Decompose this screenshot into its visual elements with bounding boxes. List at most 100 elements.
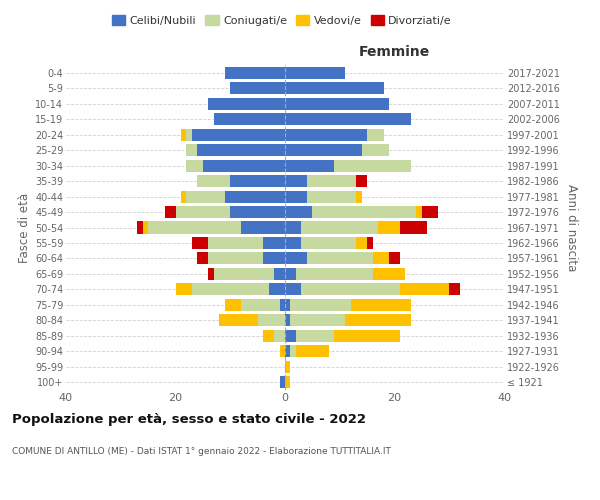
Bar — [356, 190, 362, 202]
Bar — [175, 284, 192, 296]
Bar — [367, 128, 383, 140]
Bar — [285, 222, 301, 234]
Bar — [241, 299, 280, 311]
Bar — [241, 222, 285, 234]
Bar — [334, 330, 400, 342]
Bar — [192, 237, 208, 249]
Bar — [285, 268, 296, 280]
Bar — [351, 299, 411, 311]
Bar — [285, 98, 389, 110]
Bar — [176, 206, 230, 218]
Bar — [257, 314, 285, 326]
Bar — [389, 252, 400, 264]
Bar — [356, 237, 367, 249]
Bar — [203, 160, 285, 172]
Bar — [290, 314, 345, 326]
Bar — [356, 175, 367, 187]
Bar — [225, 66, 285, 79]
Bar — [285, 361, 290, 373]
Bar — [290, 299, 351, 311]
Bar — [197, 175, 230, 187]
Bar — [225, 190, 285, 202]
Bar — [187, 144, 197, 156]
Y-axis label: Fasce di età: Fasce di età — [17, 192, 31, 262]
Bar — [208, 252, 263, 264]
Bar — [208, 98, 285, 110]
Bar — [208, 237, 263, 249]
Bar — [148, 222, 241, 234]
Bar — [192, 284, 269, 296]
Bar — [301, 237, 356, 249]
Bar — [296, 346, 329, 358]
Bar — [187, 160, 203, 172]
Bar — [181, 128, 187, 140]
Bar — [269, 284, 285, 296]
Bar — [285, 66, 345, 79]
Bar — [313, 206, 416, 218]
Bar — [285, 128, 367, 140]
Bar — [362, 144, 389, 156]
Bar — [307, 175, 356, 187]
Bar — [307, 252, 373, 264]
Bar — [285, 330, 296, 342]
Bar — [274, 268, 285, 280]
Bar — [263, 237, 285, 249]
Bar — [181, 190, 187, 202]
Bar — [285, 160, 334, 172]
Bar — [285, 175, 307, 187]
Bar — [208, 268, 214, 280]
Bar — [164, 206, 175, 218]
Bar — [280, 376, 285, 388]
Text: COMUNE DI ANTILLO (ME) - Dati ISTAT 1° gennaio 2022 - Elaborazione TUTTITALIA.IT: COMUNE DI ANTILLO (ME) - Dati ISTAT 1° g… — [12, 448, 391, 456]
Bar — [373, 252, 389, 264]
Bar — [296, 330, 334, 342]
Bar — [192, 128, 285, 140]
Bar — [301, 222, 378, 234]
Bar — [280, 299, 285, 311]
Bar — [449, 284, 460, 296]
Bar — [296, 268, 373, 280]
Bar — [400, 284, 449, 296]
Bar — [378, 222, 400, 234]
Bar — [263, 252, 285, 264]
Bar — [285, 376, 290, 388]
Bar — [230, 206, 285, 218]
Bar — [285, 190, 307, 202]
Bar — [285, 314, 290, 326]
Bar — [187, 128, 192, 140]
Bar — [285, 82, 383, 94]
Bar — [285, 113, 411, 125]
Bar — [187, 190, 225, 202]
Bar — [290, 346, 296, 358]
Bar — [137, 222, 143, 234]
Bar — [220, 314, 257, 326]
Bar — [285, 206, 313, 218]
Bar — [197, 144, 285, 156]
Bar — [225, 299, 241, 311]
Bar — [301, 284, 400, 296]
Bar — [214, 268, 274, 280]
Bar — [285, 144, 362, 156]
Bar — [197, 252, 208, 264]
Bar — [416, 206, 422, 218]
Bar — [400, 222, 427, 234]
Bar — [334, 160, 411, 172]
Bar — [263, 330, 274, 342]
Bar — [307, 190, 356, 202]
Bar — [345, 314, 411, 326]
Bar — [285, 299, 290, 311]
Bar — [230, 175, 285, 187]
Bar — [367, 237, 373, 249]
Bar — [285, 237, 301, 249]
Bar — [285, 346, 290, 358]
Bar — [285, 284, 301, 296]
Bar — [274, 330, 285, 342]
Text: Popolazione per età, sesso e stato civile - 2022: Popolazione per età, sesso e stato civil… — [12, 412, 366, 426]
Bar — [214, 113, 285, 125]
Bar — [143, 222, 148, 234]
Text: Femmine: Femmine — [359, 44, 430, 59]
Bar — [230, 82, 285, 94]
Bar — [285, 252, 307, 264]
Bar — [373, 268, 406, 280]
Bar — [422, 206, 438, 218]
